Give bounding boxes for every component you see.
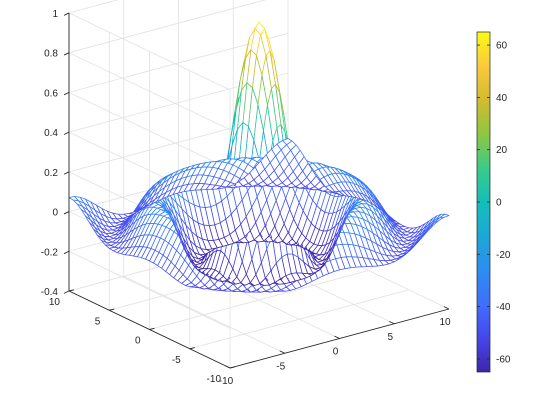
x-tick-mark xyxy=(334,335,340,339)
z-tick-label: 1 xyxy=(52,9,58,20)
z-tick-mark xyxy=(63,131,70,135)
x-tick-label: -10 xyxy=(219,376,234,387)
y-tick-mark xyxy=(149,327,155,330)
z-tick-mark xyxy=(63,171,70,175)
z-tick-mark xyxy=(63,250,70,255)
y-tick-label: 10 xyxy=(49,297,61,308)
colorbar-ticks: -60 -40 -20 0 20 40 60 xyxy=(477,41,511,365)
y-tick-mark xyxy=(109,308,115,311)
y-tick-mark xyxy=(68,289,75,292)
x-tick-mark xyxy=(389,320,395,325)
z-tick-mark xyxy=(63,91,70,96)
z-tick-label: -0.4 xyxy=(41,287,59,298)
grid-line xyxy=(68,0,267,54)
y-tick-label: -10 xyxy=(207,374,222,385)
y-tick-label: 0 xyxy=(135,336,141,347)
grid-line xyxy=(68,0,119,14)
z-tick-label: 0.6 xyxy=(44,88,58,99)
x-tick-mark xyxy=(224,365,231,369)
colorbar-tick-label: -20 xyxy=(496,250,511,261)
z-tick-mark xyxy=(63,12,70,16)
x-tick-label: -5 xyxy=(276,361,285,372)
grid-line xyxy=(68,250,231,329)
colorbar-tick-label: 0 xyxy=(496,198,502,209)
z-tick-mark xyxy=(63,52,70,56)
colorbar-tick-label: 40 xyxy=(496,93,508,104)
colorbar-tick-label: 60 xyxy=(496,41,508,52)
grid-line xyxy=(149,270,369,330)
z-tick-label: -0.2 xyxy=(41,247,59,258)
grid-line xyxy=(68,12,231,91)
colorbar-tick-label: -40 xyxy=(496,302,511,313)
y-tick-label: -5 xyxy=(172,355,181,366)
z-tick-mark xyxy=(63,211,70,215)
mesh-surface xyxy=(68,21,450,293)
colorbar: -60 -40 -20 0 20 40 60 xyxy=(476,31,511,373)
z-tick-label: 0 xyxy=(52,208,58,219)
mesh-cell xyxy=(68,196,79,202)
y-tick-mark xyxy=(229,366,236,369)
z-tick-mark xyxy=(63,290,70,294)
z-tick-label: 0.4 xyxy=(44,128,58,139)
y-tick-label: 5 xyxy=(95,316,101,327)
grid-line xyxy=(189,289,409,350)
z-tick-label: 0.8 xyxy=(44,49,58,60)
z-tick-label: 0.2 xyxy=(44,168,58,179)
x-tick-label: 0 xyxy=(333,347,339,358)
colorbar-tick-label: -60 xyxy=(496,354,511,365)
x-tick-mark xyxy=(443,306,450,310)
y-tick-mark xyxy=(189,347,195,350)
grid-line xyxy=(68,52,231,131)
x-tick-mark xyxy=(279,350,285,354)
x-tick-label: 5 xyxy=(387,332,393,343)
grid-line xyxy=(68,92,231,170)
colorbar-tick-label: 20 xyxy=(496,145,508,156)
x-tick-label: 10 xyxy=(439,317,451,328)
